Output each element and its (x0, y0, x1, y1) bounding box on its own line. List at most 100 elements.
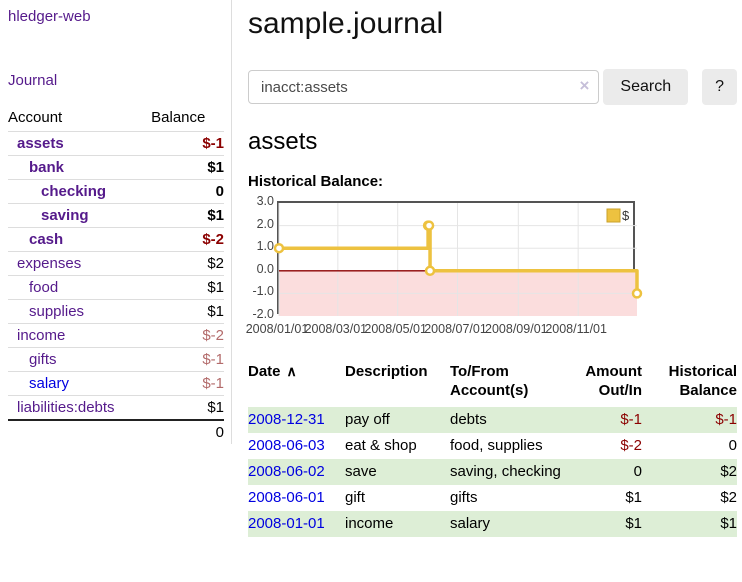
account-row: checking 0 (8, 179, 224, 204)
search-input[interactable] (248, 70, 600, 104)
register-col-balance: Historical Balance (668, 363, 737, 399)
register-row: 2008-06-03 eat & shop food, supplies $-2… (248, 433, 737, 459)
transaction-description: income (345, 515, 394, 532)
accounts-header-row: Account Balance (8, 106, 224, 132)
x-axis-tick-label: 2008/09/01 (485, 322, 548, 336)
transaction-date-link[interactable]: 2008-06-03 (248, 437, 325, 454)
accounts-total: 0 (215, 424, 224, 441)
transaction-description: eat & shop (345, 437, 417, 454)
accounts-col-balance: Balance (151, 109, 206, 126)
account-balance: $-1 (202, 135, 224, 152)
transaction-accounts: food, supplies (450, 437, 543, 454)
search-button[interactable]: Search (603, 69, 689, 105)
sort-ascending-icon: ∧ (286, 363, 297, 379)
transaction-date-link[interactable]: 2008-12-31 (248, 411, 325, 428)
chart-canvas: $ (273, 203, 643, 316)
y-axis-tick-label: 3.0 (256, 194, 274, 208)
transaction-accounts: debts (450, 411, 487, 428)
account-row: liabilities:debts $1 (8, 395, 224, 421)
data-point-marker (273, 242, 285, 254)
account-link[interactable]: checking (41, 183, 107, 200)
y-axis-tick-label: 1.0 (256, 239, 274, 254)
sidebar-item-journal[interactable]: Journal (8, 72, 58, 89)
legend-swatch (606, 208, 621, 223)
account-link[interactable]: salary (29, 375, 70, 392)
account-row: gifts $-1 (8, 347, 224, 372)
transaction-amount: $-1 (620, 411, 642, 428)
account-heading: assets (248, 128, 318, 155)
transaction-amount: $1 (625, 489, 642, 506)
account-balance: $-1 (202, 375, 224, 392)
transaction-accounts: gifts (450, 489, 478, 506)
data-point-marker (423, 220, 435, 231)
register-col-amount: Amount Out/In (585, 363, 642, 399)
account-link[interactable]: expenses (17, 255, 82, 272)
data-point-marker (424, 265, 436, 277)
help-button[interactable]: ? (702, 69, 737, 105)
account-balance: 0 (215, 183, 224, 200)
account-row: saving $1 (8, 203, 224, 228)
transaction-description: pay off (345, 411, 390, 428)
accounts-table: Account Balance assets $-1 bank $1 check… (8, 106, 224, 444)
x-axis-tick-label: 2008/07/01 (424, 322, 487, 336)
y-axis-tick-label: -1.0 (252, 284, 274, 299)
transaction-date-link[interactable]: 2008-01-01 (248, 515, 325, 532)
transaction-description: save (345, 463, 377, 480)
register-table: Date ∧ Description To/From Account(s) Amo… (248, 360, 737, 537)
sidebar: hledger-web Journal Account Balance asse… (0, 0, 232, 444)
y-axis-tick-label: -2.0 (252, 307, 274, 321)
data-point-marker (631, 288, 643, 299)
brand-link[interactable]: hledger-web (8, 8, 91, 25)
account-link[interactable]: cash (29, 231, 64, 248)
x-axis-tick-label: 2008/01/01 (245, 322, 309, 336)
register-row: 2008-06-01 gift gifts $1 $2 (248, 485, 737, 511)
account-balance: $1 (207, 207, 224, 224)
account-link[interactable]: income (17, 327, 66, 344)
register-col-description: Description (345, 363, 428, 380)
x-axis-tick-label: 2008/03/01 (304, 322, 368, 336)
transaction-amount: 0 (633, 463, 642, 480)
page-title: sample.journal (248, 7, 444, 40)
account-row: bank $1 (8, 155, 224, 180)
account-balance: $1 (207, 279, 224, 296)
account-link[interactable]: gifts (29, 351, 57, 368)
transaction-description: gift (345, 489, 366, 506)
account-link[interactable]: liabilities:debts (17, 399, 115, 416)
account-row: assets $-1 (8, 131, 224, 156)
accounts-total-row: 0 (8, 420, 224, 444)
main-content: sample.journal × Search ? assets Histori… (246, 0, 737, 537)
account-row: income $-2 (8, 323, 224, 348)
y-axis-tick-label: 2.0 (256, 216, 274, 231)
account-row: salary $-1 (8, 371, 224, 396)
register-row: 2008-12-31 pay off debts $-1 $-1 (248, 407, 737, 433)
account-link[interactable]: assets (17, 135, 64, 152)
transaction-balance: $-1 (715, 411, 737, 428)
transaction-date-link[interactable]: 2008-06-02 (248, 463, 325, 480)
transaction-balance: $1 (720, 515, 737, 532)
chart-title: Historical Balance: (248, 173, 384, 190)
y-axis-tick-label: 0.0 (256, 261, 274, 276)
register-header-row: Date ∧ Description To/From Account(s) Amo… (248, 360, 737, 407)
account-link[interactable]: bank (29, 159, 65, 176)
legend-label: $ (622, 208, 630, 223)
account-balance: $1 (207, 399, 224, 416)
chart-plot-area[interactable]: $ (273, 201, 643, 316)
account-row: food $1 (8, 275, 224, 300)
transaction-amount: $-2 (620, 437, 642, 454)
account-row: cash $-2 (8, 227, 224, 252)
transaction-balance: 0 (728, 437, 737, 454)
clear-search-icon[interactable]: × (579, 76, 590, 95)
x-axis-tick-label: 2008/11/01 (545, 322, 607, 336)
account-row: supplies $1 (8, 299, 224, 324)
transaction-accounts: salary (450, 515, 491, 532)
search-form: × Search ? (248, 69, 737, 105)
account-link[interactable]: saving (41, 207, 89, 224)
account-link[interactable]: food (29, 279, 59, 296)
balance-chart: $ 3.0 2.0 1.0 0.0 -1.0 -2.0 2008/01/01 2008/03/… (246, 194, 737, 336)
account-balance: $-2 (202, 327, 224, 344)
account-link[interactable]: supplies (29, 303, 85, 320)
account-balance: $1 (207, 303, 224, 320)
account-row: expenses $2 (8, 251, 224, 276)
register-col-date: Date ∧ (248, 363, 297, 380)
transaction-date-link[interactable]: 2008-06-01 (248, 489, 325, 506)
